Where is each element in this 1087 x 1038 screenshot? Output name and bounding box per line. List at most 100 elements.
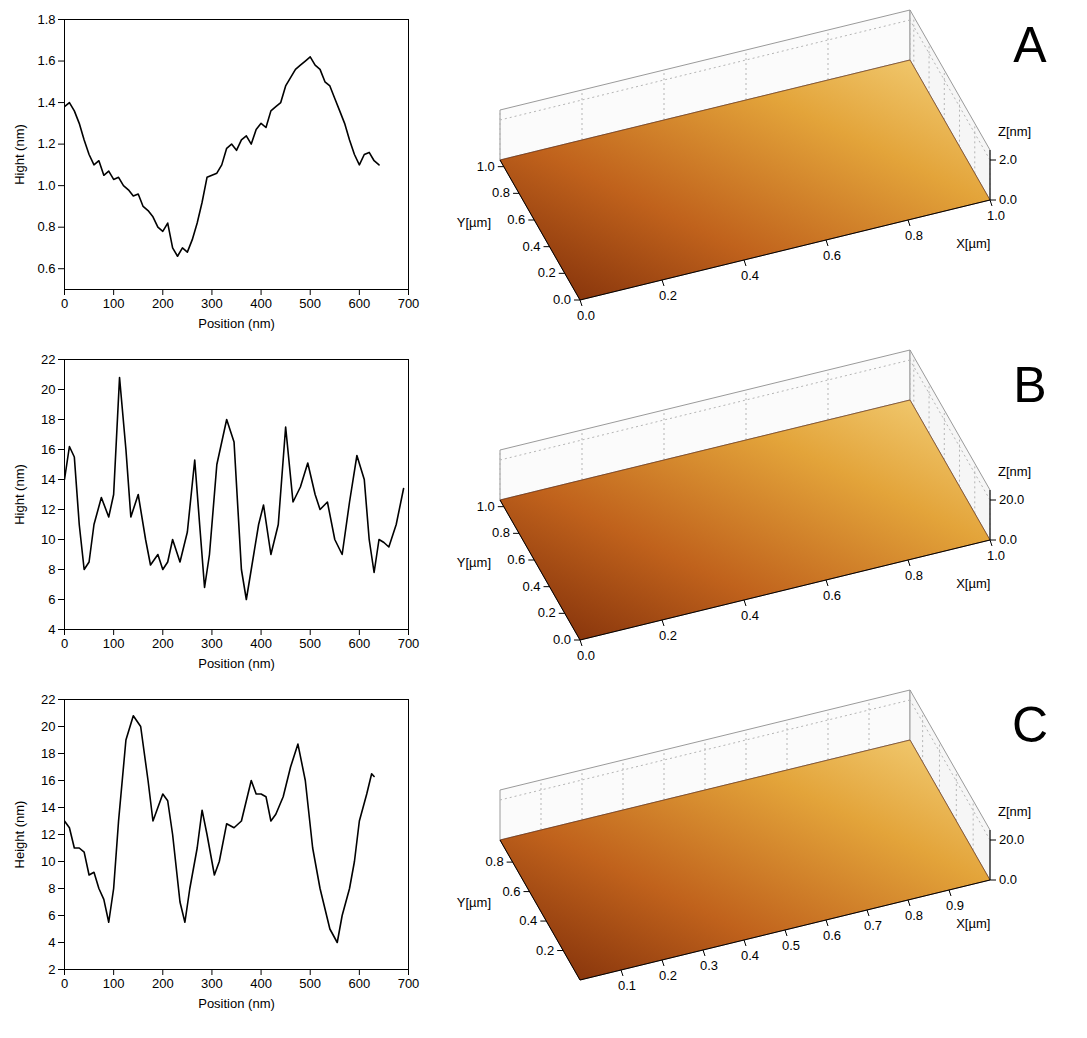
svg-text:0.0: 0.0 xyxy=(577,648,595,663)
svg-text:0.2: 0.2 xyxy=(659,628,677,643)
svg-text:A: A xyxy=(1013,17,1047,73)
svg-text:300: 300 xyxy=(201,296,223,311)
svg-text:Hight (nm): Hight (nm) xyxy=(12,124,27,185)
svg-text:18: 18 xyxy=(41,412,55,427)
svg-text:0.8: 0.8 xyxy=(905,228,923,243)
svg-text:0.0: 0.0 xyxy=(999,192,1017,207)
svg-text:1.8: 1.8 xyxy=(37,12,55,27)
svg-text:22: 22 xyxy=(41,692,55,707)
svg-text:12: 12 xyxy=(41,502,55,517)
svg-text:X[µm]: X[µm] xyxy=(956,916,990,931)
svg-text:Y[µm]: Y[µm] xyxy=(457,215,491,230)
svg-text:Position (nm): Position (nm) xyxy=(198,996,275,1011)
svg-text:1.0: 1.0 xyxy=(477,159,495,174)
svg-text:0.9: 0.9 xyxy=(946,898,964,913)
svg-text:0.5: 0.5 xyxy=(782,938,800,953)
svg-text:2.0: 2.0 xyxy=(999,152,1017,167)
svg-text:400: 400 xyxy=(250,296,272,311)
svg-text:0.2: 0.2 xyxy=(538,265,556,280)
svg-text:0.4: 0.4 xyxy=(741,608,759,623)
svg-text:1.0: 1.0 xyxy=(477,499,495,514)
svg-text:600: 600 xyxy=(349,976,371,991)
svg-text:1.0: 1.0 xyxy=(37,178,55,193)
svg-text:0.6: 0.6 xyxy=(507,212,525,227)
svg-text:Z[nm]: Z[nm] xyxy=(998,124,1031,139)
svg-text:4: 4 xyxy=(48,935,55,950)
svg-text:0.8: 0.8 xyxy=(37,219,55,234)
svg-text:0.7: 0.7 xyxy=(864,918,882,933)
svg-text:Height (nm): Height (nm) xyxy=(12,801,27,869)
svg-text:0: 0 xyxy=(61,636,68,651)
svg-text:10: 10 xyxy=(41,854,55,869)
svg-text:0.8: 0.8 xyxy=(905,908,923,923)
svg-text:Z[nm]: Z[nm] xyxy=(998,464,1031,479)
svg-text:0.8: 0.8 xyxy=(492,185,510,200)
svg-text:20: 20 xyxy=(41,719,55,734)
svg-text:0.4: 0.4 xyxy=(741,948,759,963)
svg-text:200: 200 xyxy=(152,636,174,651)
svg-text:0.3: 0.3 xyxy=(700,958,718,973)
svg-text:X[µm]: X[µm] xyxy=(956,236,990,251)
svg-text:1.2: 1.2 xyxy=(37,136,55,151)
svg-text:0.8: 0.8 xyxy=(905,568,923,583)
svg-text:0.0: 0.0 xyxy=(553,632,571,647)
svg-text:0.2: 0.2 xyxy=(659,288,677,303)
svg-text:0.4: 0.4 xyxy=(741,268,759,283)
svg-text:0.6: 0.6 xyxy=(507,552,525,567)
svg-text:1.4: 1.4 xyxy=(37,95,55,110)
svg-text:0.6: 0.6 xyxy=(502,884,520,899)
svg-text:0: 0 xyxy=(61,976,68,991)
svg-text:700: 700 xyxy=(398,976,420,991)
svg-text:100: 100 xyxy=(103,296,125,311)
svg-text:8: 8 xyxy=(48,562,55,577)
svg-text:Position (nm): Position (nm) xyxy=(198,656,275,671)
svg-text:600: 600 xyxy=(349,636,371,651)
svg-text:Y[µm]: Y[µm] xyxy=(457,895,491,910)
svg-text:0.6: 0.6 xyxy=(37,261,55,276)
svg-text:300: 300 xyxy=(201,636,223,651)
svg-text:2: 2 xyxy=(48,962,55,977)
svg-text:100: 100 xyxy=(103,976,125,991)
svg-text:10: 10 xyxy=(41,532,55,547)
svg-text:0.6: 0.6 xyxy=(823,588,841,603)
svg-text:X[µm]: X[µm] xyxy=(956,576,990,591)
svg-text:0.0: 0.0 xyxy=(577,308,595,323)
svg-text:0.2: 0.2 xyxy=(538,605,556,620)
svg-text:0.4: 0.4 xyxy=(522,579,540,594)
svg-text:500: 500 xyxy=(299,976,321,991)
svg-text:200: 200 xyxy=(152,296,174,311)
svg-text:8: 8 xyxy=(48,881,55,896)
svg-text:0.6: 0.6 xyxy=(823,928,841,943)
svg-text:Position (nm): Position (nm) xyxy=(198,316,275,331)
svg-text:14: 14 xyxy=(41,800,55,815)
svg-text:500: 500 xyxy=(299,636,321,651)
svg-text:20.0: 20.0 xyxy=(999,832,1024,847)
svg-text:0.4: 0.4 xyxy=(522,239,540,254)
svg-text:0.0: 0.0 xyxy=(999,532,1017,547)
svg-text:12: 12 xyxy=(41,827,55,842)
svg-text:100: 100 xyxy=(103,636,125,651)
svg-text:14: 14 xyxy=(41,472,55,487)
svg-text:Y[µm]: Y[µm] xyxy=(457,555,491,570)
svg-text:1.0: 1.0 xyxy=(987,208,1005,223)
svg-text:20: 20 xyxy=(41,382,55,397)
svg-text:Z[nm]: Z[nm] xyxy=(998,804,1031,819)
svg-text:20.0: 20.0 xyxy=(999,492,1024,507)
svg-text:Hight (nm): Hight (nm) xyxy=(12,464,27,525)
svg-text:0.6: 0.6 xyxy=(823,248,841,263)
svg-text:700: 700 xyxy=(398,296,420,311)
svg-text:1.0: 1.0 xyxy=(987,548,1005,563)
svg-text:4: 4 xyxy=(48,622,55,637)
svg-text:600: 600 xyxy=(349,296,371,311)
svg-text:0.0: 0.0 xyxy=(553,292,571,307)
svg-text:200: 200 xyxy=(152,976,174,991)
svg-text:6: 6 xyxy=(48,592,55,607)
svg-text:1.6: 1.6 xyxy=(37,53,55,68)
svg-text:0.2: 0.2 xyxy=(536,943,554,958)
svg-text:700: 700 xyxy=(398,636,420,651)
svg-text:0.1: 0.1 xyxy=(618,978,636,993)
svg-text:C: C xyxy=(1012,697,1048,753)
svg-text:0.8: 0.8 xyxy=(486,854,504,869)
svg-text:0.0: 0.0 xyxy=(999,872,1017,887)
svg-text:500: 500 xyxy=(299,296,321,311)
